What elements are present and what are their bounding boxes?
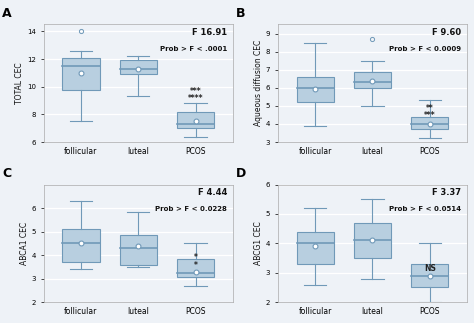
Text: ***: *** xyxy=(190,88,201,97)
Text: Prob > F < .0001: Prob > F < .0001 xyxy=(160,46,227,52)
Text: F 3.37: F 3.37 xyxy=(432,188,461,197)
Text: **: ** xyxy=(426,104,434,113)
Text: *: * xyxy=(194,253,198,262)
Y-axis label: ABCA1 CEC: ABCA1 CEC xyxy=(20,222,29,265)
Bar xyxy=(177,259,214,277)
Bar xyxy=(119,60,157,74)
Text: F 4.44: F 4.44 xyxy=(198,188,227,197)
Text: Prob > F < 0.0228: Prob > F < 0.0228 xyxy=(155,206,227,212)
Y-axis label: ABCG1 CEC: ABCG1 CEC xyxy=(254,222,263,265)
Text: C: C xyxy=(2,167,11,180)
Bar xyxy=(354,71,391,88)
Bar xyxy=(177,112,214,128)
Text: Prob > F < 0.0514: Prob > F < 0.0514 xyxy=(389,206,461,212)
Text: F 9.60: F 9.60 xyxy=(432,28,461,37)
Y-axis label: Aqueous diffusion CEC: Aqueous diffusion CEC xyxy=(254,40,263,126)
Text: B: B xyxy=(236,7,246,20)
Text: NS: NS xyxy=(424,264,436,273)
Bar xyxy=(62,229,100,262)
Bar xyxy=(297,77,334,102)
Text: Prob > F < 0.0009: Prob > F < 0.0009 xyxy=(389,46,461,52)
Bar xyxy=(411,117,448,130)
Bar xyxy=(354,223,391,258)
Text: ****: **** xyxy=(188,94,203,103)
Bar xyxy=(119,235,157,265)
Text: *: * xyxy=(194,261,198,270)
Text: A: A xyxy=(2,7,12,20)
Bar xyxy=(411,264,448,287)
Text: ***: *** xyxy=(424,111,436,120)
Bar xyxy=(62,58,100,89)
Bar xyxy=(297,232,334,264)
Y-axis label: TOTAL CEC: TOTAL CEC xyxy=(15,62,24,104)
Text: D: D xyxy=(236,167,246,180)
Text: F 16.91: F 16.91 xyxy=(192,28,227,37)
